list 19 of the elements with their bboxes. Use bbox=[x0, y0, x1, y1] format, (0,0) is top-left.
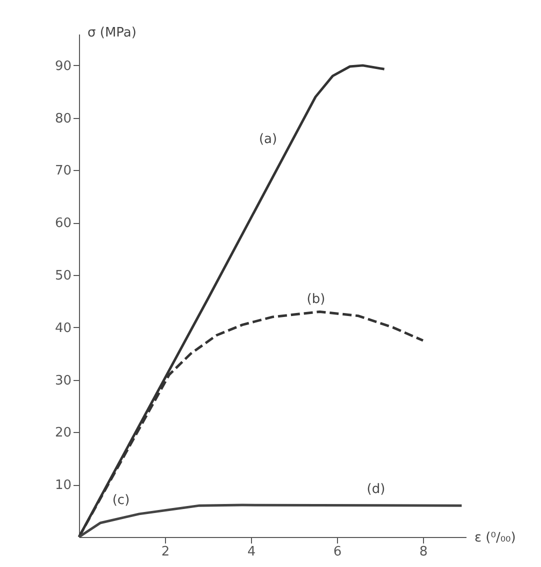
y-tick-label: 70 bbox=[54, 164, 72, 179]
y-tick-label: 60 bbox=[54, 216, 72, 232]
annotation: (b) bbox=[306, 292, 326, 307]
y-tick-label: 10 bbox=[54, 478, 72, 494]
x-tick-label: 6 bbox=[333, 544, 342, 560]
annotation: (c) bbox=[112, 493, 130, 508]
y-axis-title: σ (MPa) bbox=[88, 26, 136, 40]
x-tick-label: 2 bbox=[161, 544, 170, 560]
x-axis-title: ε (⁰/₀₀) bbox=[474, 530, 516, 546]
y-tick-label: 40 bbox=[54, 320, 72, 336]
annotation: (d) bbox=[366, 482, 386, 497]
annotation: (a) bbox=[258, 132, 278, 147]
x-tick-label: 8 bbox=[419, 544, 428, 560]
y-tick-label: 30 bbox=[54, 373, 72, 388]
x-tick-label: 4 bbox=[247, 544, 256, 560]
y-tick-label: 90 bbox=[54, 58, 72, 74]
y-tick-label: 80 bbox=[54, 111, 72, 126]
y-tick-label: 50 bbox=[54, 268, 72, 284]
y-tick-label: 20 bbox=[54, 426, 72, 441]
